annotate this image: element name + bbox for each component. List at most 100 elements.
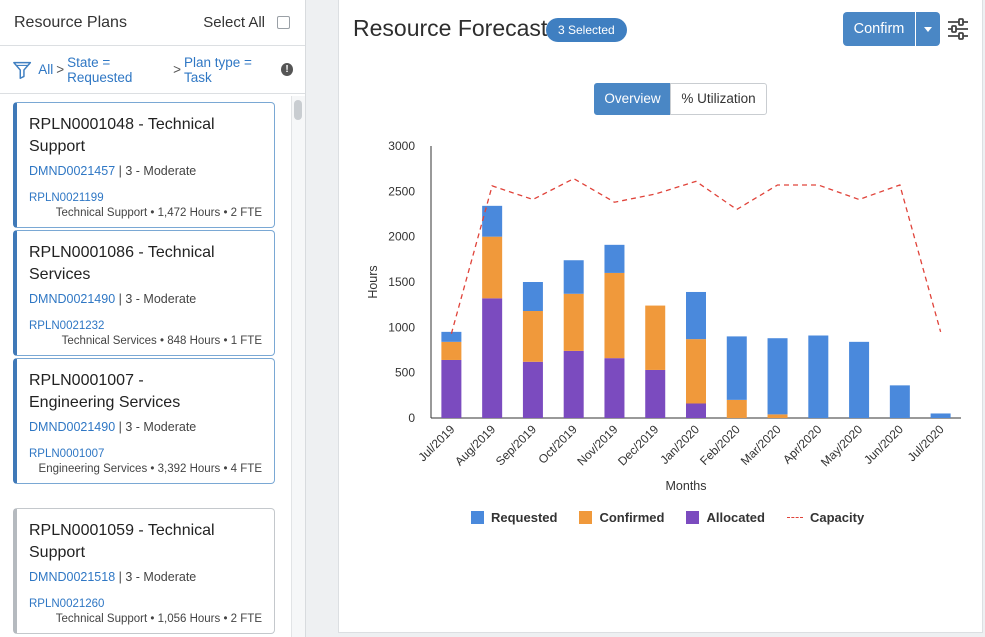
bar-confirmed — [482, 236, 503, 299]
priority-label: | 3 - Moderate — [118, 570, 197, 584]
bar-requested — [930, 413, 951, 418]
x-tick-label: Nov/2019 — [574, 422, 620, 468]
bar-requested — [522, 282, 543, 312]
resource-plan-card[interactable]: RPLN0001007 - Engineering Services DMND0… — [13, 358, 275, 484]
confirm-dropdown-toggle[interactable] — [916, 12, 940, 46]
plan-link[interactable]: RPLN0021199 — [29, 192, 104, 204]
demand-link[interactable]: DMND0021518 — [29, 570, 116, 584]
tab-overview[interactable]: Overview — [594, 83, 671, 115]
demand-link[interactable]: DMND0021490 — [29, 420, 116, 434]
filter-all-link[interactable]: All — [38, 62, 54, 77]
priority-label: | 3 - Moderate — [118, 164, 197, 178]
filter-separator: > — [56, 62, 65, 77]
select-all-checkbox[interactable] — [277, 16, 290, 29]
bar-confirmed — [441, 341, 462, 360]
bar-allocated — [604, 358, 625, 418]
legend-swatch-allocated — [686, 511, 700, 524]
confirm-button[interactable]: Confirm — [843, 12, 915, 46]
bar-allocated — [686, 403, 706, 418]
y-axis-label: Hours — [366, 265, 380, 298]
resource-forecast-panel: Resource Forecast 3 Selected Confirm Ove… — [338, 0, 983, 633]
card-demand-row: DMND0021518 | 3 - Moderate — [29, 570, 262, 584]
bar-confirmed — [645, 305, 666, 370]
y-tick-label: 0 — [408, 411, 415, 425]
resource-plans-panel: Resource Plans Select All All > State = … — [0, 0, 306, 637]
bar-requested — [889, 385, 910, 418]
x-tick-label: Feb/2020 — [697, 422, 743, 468]
bar-requested — [686, 291, 706, 340]
resource-plan-card[interactable]: RPLN0001059 - Technical Support DMND0021… — [13, 508, 275, 634]
resource-plan-card[interactable]: RPLN0001048 - Technical Support DMND0021… — [13, 102, 275, 228]
bar-requested — [604, 244, 625, 273]
bar-requested — [726, 336, 747, 400]
bar-requested — [849, 341, 870, 418]
bar-allocated — [645, 369, 666, 418]
bar-confirmed — [686, 339, 706, 404]
sliders-icon[interactable] — [946, 18, 970, 40]
legend-swatch-requested — [471, 511, 484, 524]
plan-link[interactable]: RPLN0021260 — [29, 598, 105, 610]
capacity-line — [450, 177, 942, 334]
bar-confirmed — [563, 293, 584, 351]
demand-link[interactable]: DMND0021457 — [29, 164, 116, 178]
resource-plans-header: Resource Plans Select All — [0, 0, 305, 46]
x-tick-label: Jun/2020 — [861, 422, 906, 467]
select-all-label: Select All — [203, 14, 265, 31]
priority-label: | 3 - Moderate — [118, 292, 197, 306]
resource-forecast-chart: 0 500 1000 1500 2000 2500 3000 Hours Months Jul/2… — [366, 139, 961, 493]
legend-confirmed[interactable]: Confirmed — [579, 510, 664, 525]
bar-requested — [563, 260, 584, 294]
card-title: RPLN0001059 - Technical Support — [29, 522, 215, 561]
x-tick-label: Oct/2019 — [535, 422, 580, 467]
y-tick-label: 3000 — [388, 139, 415, 153]
bar-allocated — [563, 350, 584, 418]
list-scroll-track[interactable] — [291, 96, 305, 637]
resource-plan-list: RPLN0001048 - Technical Support DMND0021… — [0, 96, 306, 637]
filter-separator: > — [173, 62, 182, 77]
plan-link[interactable]: RPLN0021232 — [29, 320, 105, 332]
page-title: Resource Forecast — [353, 15, 548, 41]
tab-utilization[interactable]: % Utilization — [670, 83, 767, 115]
demand-link[interactable]: DMND0021490 — [29, 292, 116, 306]
legend-label: Confirmed — [599, 510, 665, 525]
info-icon[interactable]: ! — [281, 63, 294, 76]
y-tick-label: 2000 — [388, 230, 415, 244]
card-title: RPLN0001086 - Technical Services — [29, 244, 215, 283]
legend-swatch-capacity — [786, 517, 803, 518]
legend-allocated[interactable]: Allocated — [686, 510, 765, 525]
legend-capacity[interactable]: Capacity — [786, 510, 865, 525]
filter-icon[interactable] — [12, 59, 32, 81]
resource-plan-card[interactable]: RPLN0001086 - Technical Services DMND002… — [13, 230, 275, 356]
y-tick-label: 1000 — [388, 320, 415, 334]
resource-plans-title: Resource Plans — [14, 13, 127, 31]
bar-allocated — [441, 359, 462, 418]
legend-label: Allocated — [706, 510, 765, 525]
plan-link[interactable]: RPLN0001007 — [29, 448, 105, 460]
legend-label: Requested — [491, 510, 558, 525]
card-meta: Engineering Services • 3,392 Hours • 4 F… — [38, 463, 262, 475]
card-title: RPLN0001048 - Technical Support — [29, 116, 215, 155]
x-tick-label: May/2020 — [818, 422, 865, 469]
filter-plan-type-link[interactable]: Plan type = Task — [184, 54, 252, 85]
y-tick-label: 1500 — [388, 275, 415, 289]
bar-requested — [767, 338, 788, 415]
bar-confirmed — [726, 399, 747, 418]
x-tick-label: Jul/2020 — [905, 422, 947, 464]
card-title: RPLN0001007 - Engineering Services — [29, 372, 181, 411]
bar-requested — [482, 205, 503, 237]
filter-breadcrumb: All > State = Requested > Plan type = Ta… — [0, 46, 305, 94]
x-tick-label: Mar/2020 — [738, 422, 784, 468]
card-demand-row: DMND0021490 | 3 - Moderate — [29, 420, 262, 434]
list-scrollbar-thumb[interactable] — [294, 100, 302, 120]
x-tick-label: Aug/2019 — [452, 422, 498, 468]
legend-requested[interactable]: Requested — [471, 510, 557, 525]
legend-swatch-confirmed — [579, 511, 593, 524]
bar-confirmed — [767, 414, 788, 418]
card-meta: Technical Support • 1,056 Hours • 2 FTE — [55, 613, 262, 625]
bar-requested — [808, 335, 829, 418]
bar-confirmed — [522, 311, 543, 362]
x-tick-label: Jan/2020 — [657, 422, 702, 467]
filter-state-link[interactable]: State = Requested — [67, 54, 133, 85]
bar-requested — [441, 331, 462, 342]
legend-label: Capacity — [809, 510, 865, 525]
